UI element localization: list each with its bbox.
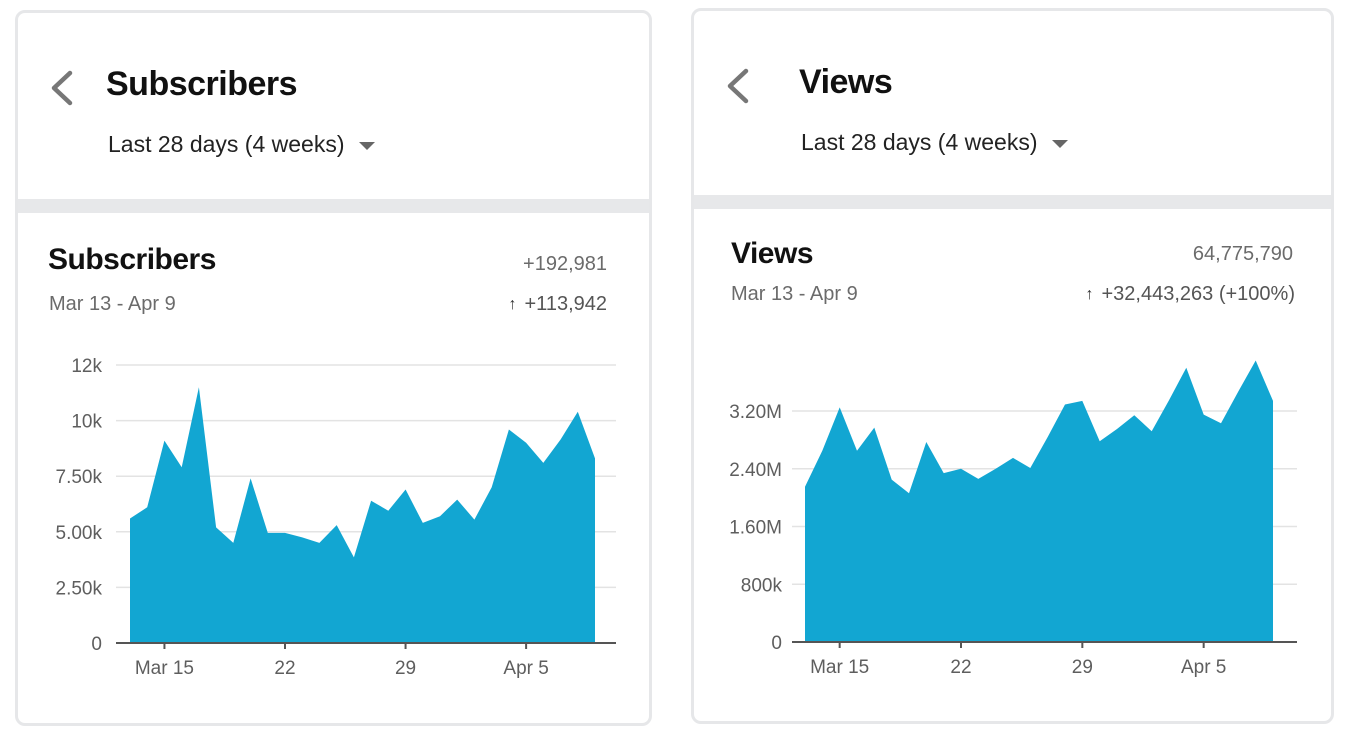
y-tick-label: 12k: [71, 356, 102, 377]
x-tick-label: Mar 15: [135, 658, 194, 679]
date-range-dropdown[interactable]: Last 28 days (4 weeks): [108, 131, 375, 158]
date-range-label: Last 28 days (4 weeks): [108, 131, 345, 157]
area-series: [805, 360, 1273, 642]
y-tick-label: 0: [91, 634, 102, 655]
stat-change: ↑ +113,942: [509, 293, 608, 316]
x-tick-label: 22: [950, 657, 971, 678]
caret-down-icon: [358, 141, 375, 150]
stat-title: Subscribers: [48, 243, 216, 276]
chevron-left-icon: [727, 68, 749, 104]
y-tick-label: 800k: [741, 575, 783, 596]
y-tick-label: 7.50k: [56, 467, 103, 488]
page-title: Subscribers: [106, 65, 298, 103]
stat-total: +192,981: [523, 253, 607, 275]
stat-change: ↑ +32,443,263 (+100%): [1086, 283, 1296, 306]
card-header: Views Last 28 days (4 weeks): [694, 11, 1331, 195]
stat-total: 64,775,790: [1192, 243, 1293, 265]
y-tick-label: 3.20M: [729, 402, 782, 423]
back-button[interactable]: [44, 65, 84, 111]
x-tick-label: Mar 15: [810, 657, 869, 678]
stat-change-value: +113,942: [524, 293, 608, 315]
area-series: [130, 387, 595, 643]
divider: [18, 199, 649, 213]
x-tick-label: 29: [395, 658, 416, 679]
y-tick-label: 5.00k: [56, 523, 103, 544]
divider: [694, 195, 1331, 209]
x-tick-label: Apr 5: [1181, 657, 1226, 678]
arrow-up-icon: ↑: [1085, 285, 1094, 303]
date-range-dropdown[interactable]: Last 28 days (4 weeks): [801, 129, 1068, 156]
views-card: Views Last 28 days (4 weeks) Views Mar 1…: [691, 8, 1334, 724]
stats-summary: Subscribers Mar 13 - Apr 9 +192,981 ↑ +1…: [18, 213, 649, 333]
stat-change-value: +32,443,263 (+100%): [1101, 283, 1296, 305]
y-tick-label: 10k: [71, 412, 102, 433]
y-tick-label: 2.50k: [56, 578, 103, 599]
date-range-label: Last 28 days (4 weeks): [801, 129, 1038, 155]
page-title: Views: [799, 63, 893, 101]
chevron-left-icon: [51, 70, 73, 106]
x-tick-label: 29: [1072, 657, 1093, 678]
back-button[interactable]: [720, 63, 760, 109]
y-tick-label: 0: [771, 633, 782, 654]
stat-date-range: Mar 13 - Apr 9: [731, 283, 858, 305]
stats-summary: Views Mar 13 - Apr 9 64,775,790 ↑ +32,44…: [694, 209, 1331, 329]
y-tick-label: 2.40M: [729, 460, 782, 481]
arrow-up-icon: ↑: [508, 295, 517, 313]
caret-down-icon: [1051, 139, 1068, 148]
x-tick-label: Apr 5: [503, 658, 548, 679]
stat-date-range: Mar 13 - Apr 9: [49, 293, 176, 315]
x-tick-label: 22: [274, 658, 295, 679]
card-header: Subscribers Last 28 days (4 weeks): [18, 13, 649, 199]
views-chart: 0 800k 1.60M 2.40M 3.20M Mar 15 22 29 Apr 5: [729, 360, 1297, 678]
y-tick-label: 1.60M: [729, 518, 782, 539]
subscribers-card: Subscribers Last 28 days (4 weeks) Subsc…: [15, 10, 652, 726]
stat-title: Views: [731, 237, 814, 270]
subscribers-chart: 0 2.50k 5.00k 7.50k 10k 12k Mar 15 22 29 Apr 5: [56, 356, 616, 679]
